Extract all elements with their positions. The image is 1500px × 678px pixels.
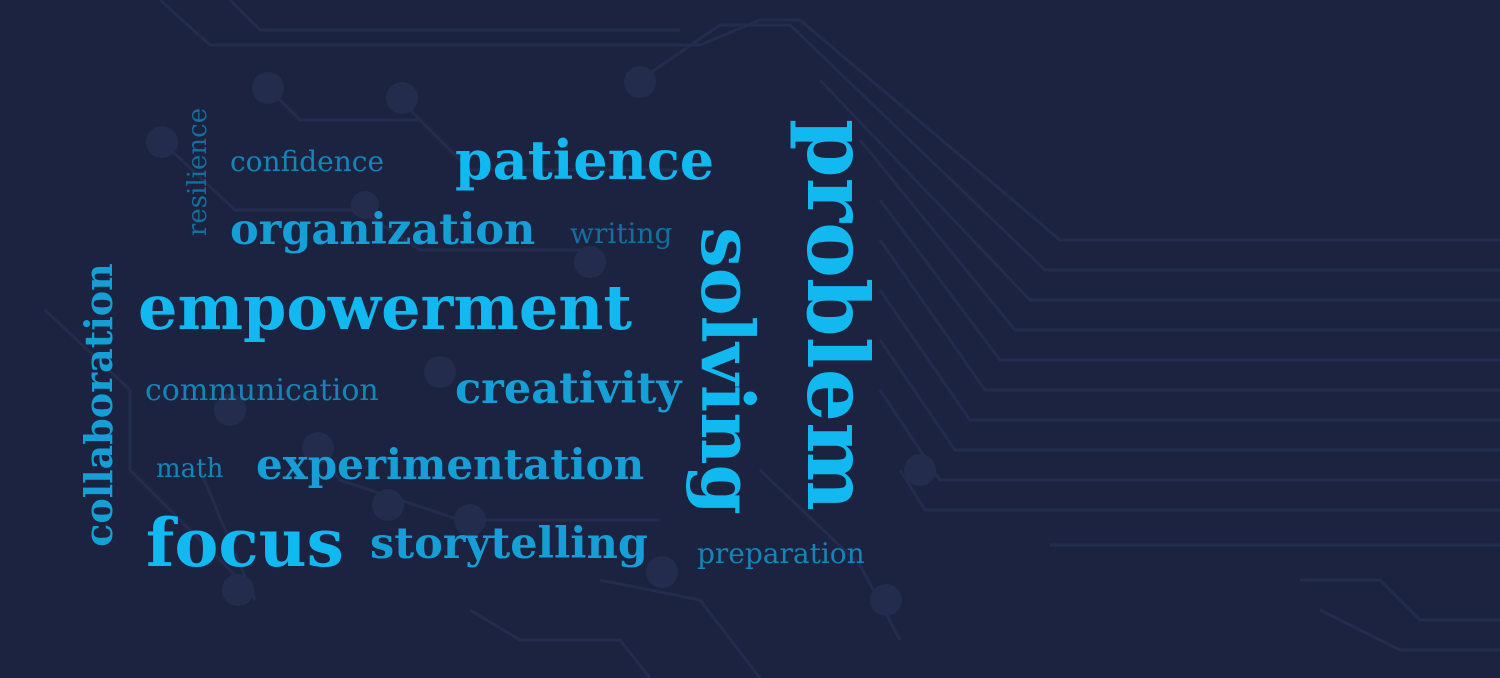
word-communication: communication [145,373,379,408]
word-writing: writing [570,217,673,250]
word-resilience: resilience [183,107,213,237]
word-patience: patience [455,128,715,192]
word-empowerment: empowerment [138,271,633,344]
word-math: math [156,454,224,484]
word-solving: solving [685,227,770,515]
word-confidence: confidence [230,145,385,178]
word-creativity: creativity [455,364,682,414]
word-collaboration: collaboration [76,263,121,547]
word-preparation: preparation [697,537,865,570]
word-experimentation: experimentation [256,440,645,489]
word-problem: problem [788,119,887,511]
word-organization: organization [230,205,536,255]
word-storytelling: storytelling [370,519,648,569]
word-focus: focus [146,504,344,582]
